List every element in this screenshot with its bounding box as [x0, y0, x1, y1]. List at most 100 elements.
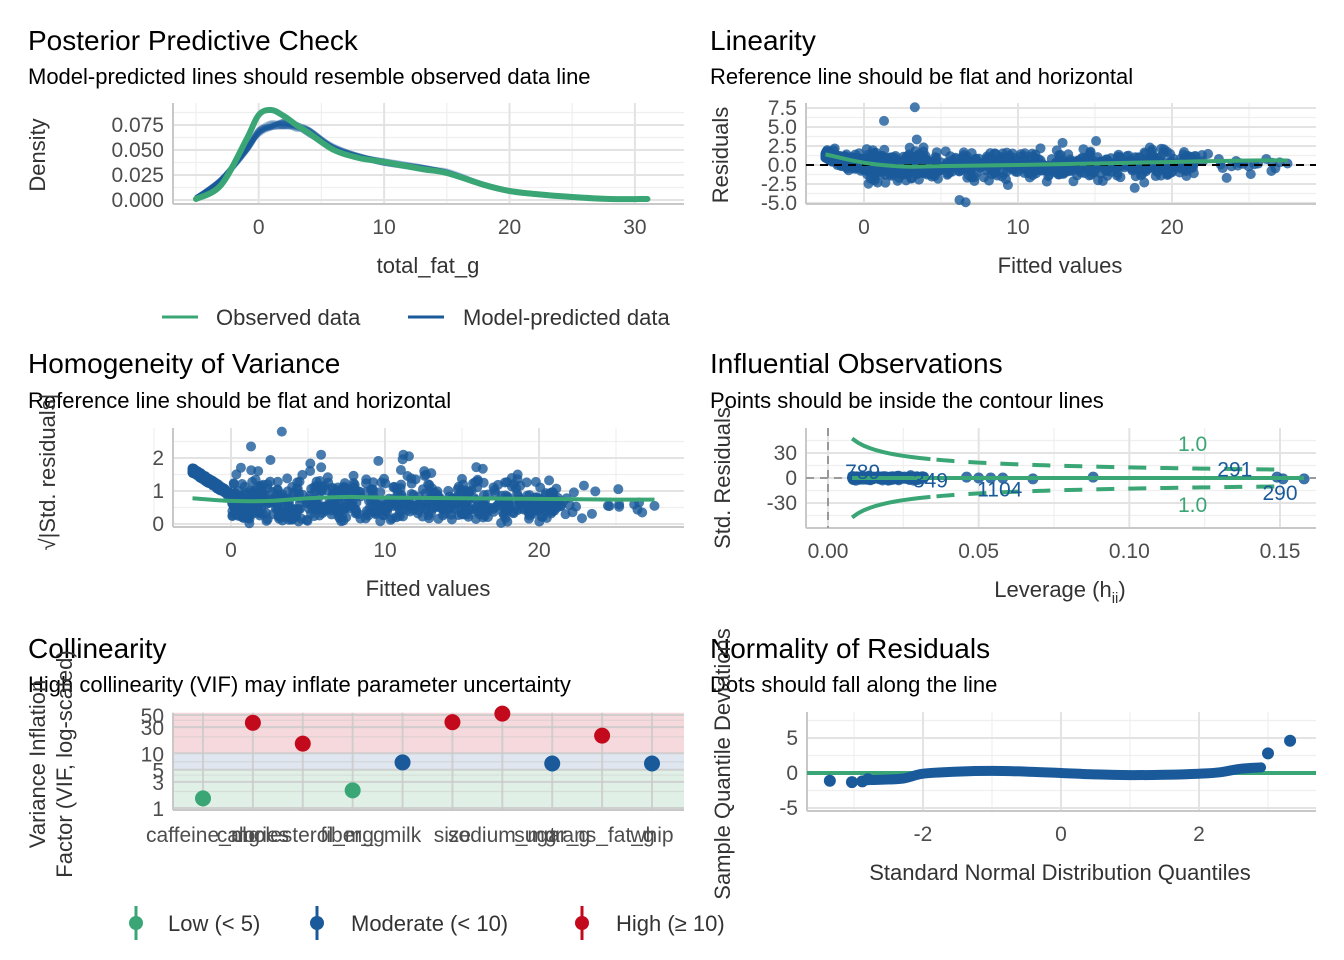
residual-point — [578, 480, 589, 491]
residual-point — [311, 476, 322, 487]
y-axis-label: Density — [25, 118, 50, 191]
y-tick-label: 50 — [141, 705, 164, 728]
panel-subtitle: Reference line should be flat and horizo… — [710, 64, 1133, 89]
residual-point — [379, 473, 390, 484]
residual-point — [292, 483, 303, 494]
plot-area: -2 0 2 -5 0 5 — [779, 712, 1316, 846]
x-tick-label: caffeine_mg — [146, 824, 260, 847]
residual-point — [931, 147, 942, 158]
residual-point — [314, 503, 325, 514]
residual-point — [564, 500, 575, 511]
residual-point — [301, 515, 312, 526]
panel-subtitle: Dots should fall along the line — [710, 672, 997, 697]
qq-point — [823, 774, 836, 787]
vif-point-fiber_g — [344, 782, 361, 799]
x-tick-label: 30 — [623, 216, 646, 239]
vif-point-cholesterol_mg — [294, 735, 311, 752]
residual-point — [1091, 136, 1102, 147]
y-tick-label: 5.0 — [768, 116, 797, 139]
y-axis-label: √|Std. residuals| — [35, 394, 60, 551]
x-tick-label: 20 — [527, 539, 550, 562]
x-tick-label: cholesterol_mg — [232, 824, 374, 847]
band-low — [173, 769, 684, 810]
residual-point — [880, 177, 891, 188]
residual-point — [508, 508, 519, 519]
legend-key-low — [129, 906, 143, 940]
residual-point — [488, 482, 499, 493]
loess-smooth-line — [825, 152, 1288, 169]
residual-point — [370, 499, 381, 510]
residual-point — [463, 511, 474, 522]
residual-point — [950, 154, 961, 165]
point-label: 349 — [913, 470, 948, 493]
x-tick-label: milk — [384, 824, 422, 847]
residual-point — [637, 507, 648, 518]
residual-point — [239, 490, 250, 501]
vif-point-milk — [394, 754, 411, 771]
residual-point — [551, 483, 562, 494]
y-tick-label: 5 — [152, 760, 164, 783]
legend-key-moderate — [310, 906, 324, 940]
residual-point — [1126, 163, 1137, 174]
contour-label-upper: 1.0 — [1178, 433, 1207, 456]
panel-subtitle: Reference line should be flat and horizo… — [28, 388, 451, 413]
observed-data-line — [193, 106, 651, 203]
panel-homogeneity-of-variance: Homogeneity of Variance Reference line s… — [28, 348, 684, 601]
residual-point — [303, 503, 314, 514]
residual-point — [385, 514, 396, 525]
residual-point — [1266, 165, 1277, 176]
residual-point — [1221, 172, 1232, 183]
residual-point — [443, 485, 454, 496]
cooks-contour-upper — [850, 436, 931, 462]
residual-point — [885, 169, 896, 180]
residual-point — [425, 486, 436, 497]
residual-point — [521, 477, 532, 488]
point-label: 291 — [1217, 459, 1252, 482]
residual-point — [481, 503, 492, 514]
contour-label-lower: 1.0 — [1178, 494, 1207, 517]
y-tick-label: -5 — [779, 797, 798, 820]
residual-point — [316, 449, 327, 460]
residual-point — [246, 441, 257, 452]
residual-point — [970, 153, 981, 164]
residual-point — [969, 176, 980, 187]
residual-point — [983, 175, 994, 186]
residual-point — [391, 483, 402, 494]
x-axis-label-end: ) — [1118, 577, 1125, 602]
residual-point — [899, 168, 910, 179]
x-tick-label: 0.05 — [958, 540, 999, 563]
x-tick-label: sugar_g — [514, 824, 590, 847]
residual-point — [1057, 137, 1068, 148]
x-tick-label: 0 — [1055, 823, 1067, 846]
residual-point — [535, 482, 546, 493]
panel-title: Linearity — [710, 25, 816, 56]
y-axis-label-line-1: Variance Inflation — [25, 680, 50, 848]
residual-point — [899, 154, 910, 165]
residual-point — [864, 165, 875, 176]
residual-point — [470, 477, 481, 488]
residual-point — [982, 151, 993, 162]
cooks-contour-lower — [850, 494, 931, 520]
y-tick-label: 0 — [152, 513, 164, 536]
residual-point — [532, 505, 543, 516]
y-tick-label: 0.075 — [111, 114, 164, 137]
residual-points — [187, 426, 660, 529]
legend-label-predicted: Model-predicted data — [463, 305, 670, 330]
residual-point — [276, 426, 287, 437]
residual-point — [586, 508, 597, 519]
x-tick-label: -2 — [914, 823, 933, 846]
residual-point — [649, 500, 660, 511]
residual-point — [265, 455, 276, 466]
residual-point — [194, 467, 205, 478]
residual-point — [1139, 177, 1150, 188]
residual-point — [604, 501, 615, 512]
panel-title: Homogeneity of Variance — [28, 348, 340, 379]
residual-point — [1134, 152, 1145, 163]
residual-point — [534, 516, 545, 527]
residual-point — [361, 478, 372, 489]
y-axis-label-line-2: Factor (VIF, log-scaled) — [52, 650, 77, 877]
y-axis-label: Residuals — [708, 107, 733, 204]
residual-point — [1146, 146, 1157, 157]
